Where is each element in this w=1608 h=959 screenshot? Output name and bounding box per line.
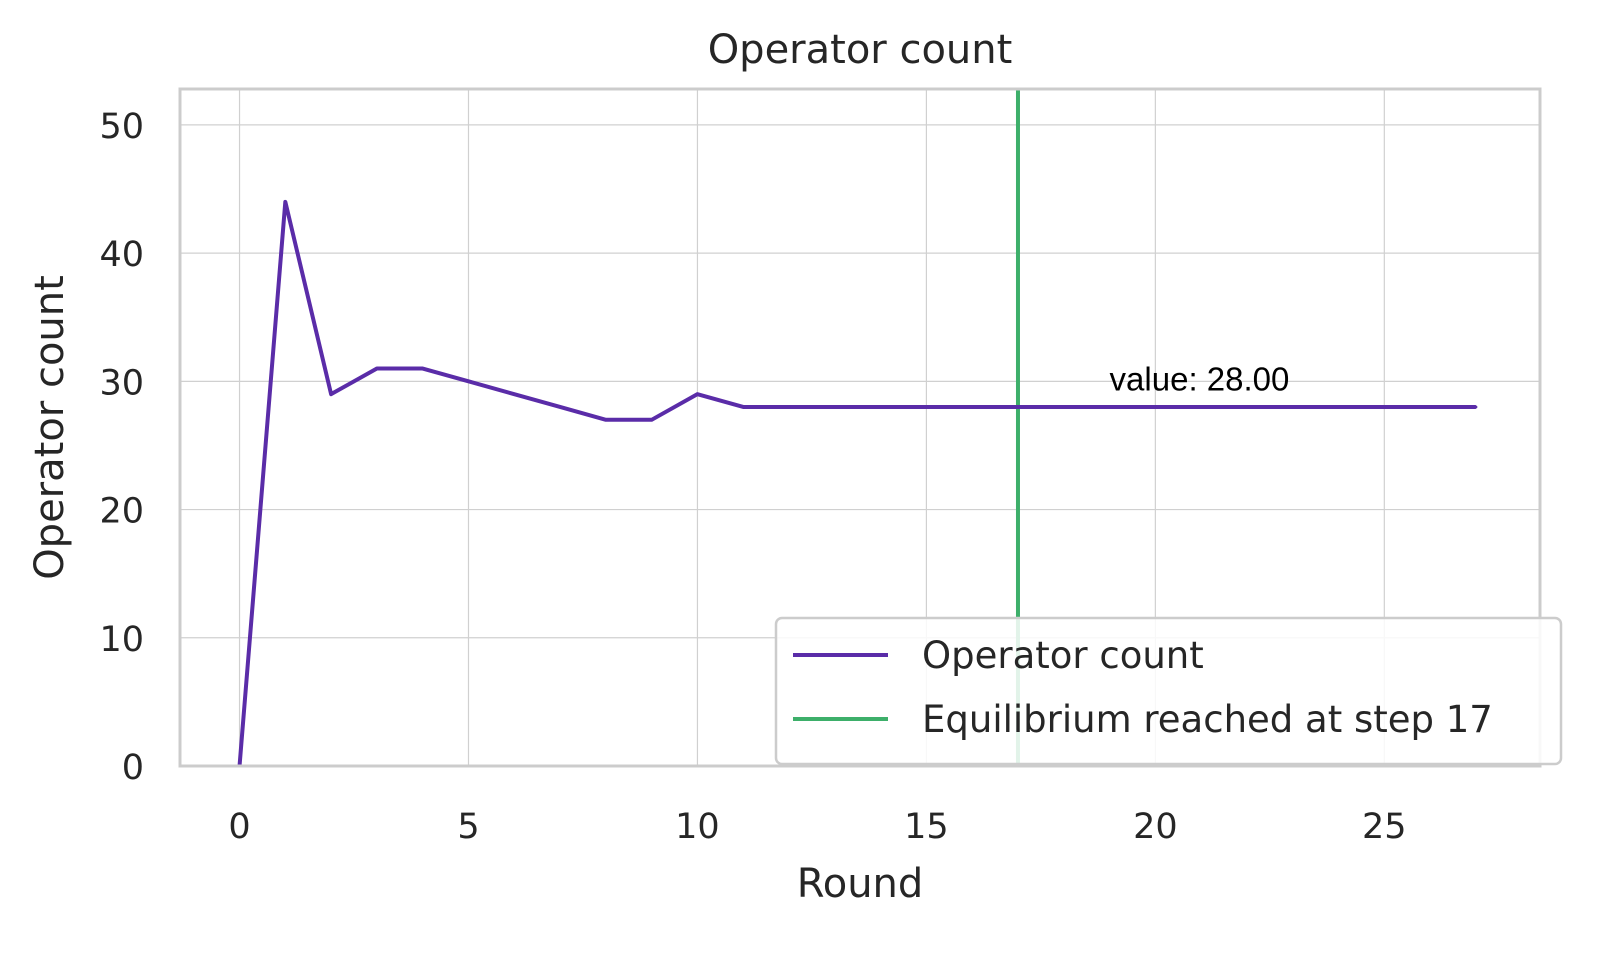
- annotation-layer: value: 28.00: [1110, 360, 1290, 397]
- data-point: [970, 405, 974, 409]
- data-point: [1337, 405, 1341, 409]
- data-point: [375, 367, 379, 371]
- x-axis-label: Round: [797, 861, 924, 907]
- data-point: [879, 405, 883, 409]
- x-tick-label: 0: [228, 807, 250, 847]
- y-tick-label: 20: [99, 492, 144, 532]
- x-tick-label: 15: [904, 807, 949, 847]
- data-point: [650, 418, 654, 422]
- data-point: [741, 405, 745, 409]
- data-point: [924, 405, 928, 409]
- y-tick-labels: 0 10 20 30 40 50: [99, 107, 144, 788]
- legend-label-equilibrium: Equilibrium reached at step 17: [922, 698, 1493, 741]
- data-point: [787, 405, 791, 409]
- x-tick-label: 25: [1362, 807, 1407, 847]
- data-point: [466, 379, 470, 383]
- data-point: [421, 367, 425, 371]
- data-point: [1062, 405, 1066, 409]
- data-point: [283, 200, 287, 204]
- data-point: [512, 392, 516, 396]
- data-point: [1474, 405, 1478, 409]
- legend-box: [774, 616, 1563, 766]
- y-tick-label: 0: [122, 748, 144, 788]
- series-layer: [237, 199, 1478, 768]
- data-point: [1016, 405, 1020, 409]
- data-point: [1291, 405, 1295, 409]
- data-point: [1153, 405, 1157, 409]
- value-annotation: value: 28.00: [1110, 360, 1290, 397]
- data-point: [1428, 405, 1432, 409]
- data-point: [833, 405, 837, 409]
- plot-frame: [178, 87, 1542, 768]
- series-line-operator-count: [237, 199, 1476, 767]
- chart-title: Operator count: [708, 27, 1013, 73]
- y-tick-label: 40: [99, 235, 144, 275]
- x-tick-label: 10: [675, 807, 720, 847]
- data-point: [1199, 405, 1203, 409]
- y-axis-label: Operator count: [27, 275, 73, 580]
- y-tick-label: 10: [99, 620, 144, 660]
- x-tick-label: 5: [457, 807, 479, 847]
- data-point: [329, 392, 333, 396]
- x-tick-label: 20: [1133, 807, 1178, 847]
- data-point: [558, 405, 562, 409]
- legend-label-operator-count: Operator count: [922, 634, 1204, 677]
- data-point: [1382, 405, 1386, 409]
- y-tick-label: 50: [99, 107, 144, 147]
- data-point: [604, 418, 608, 422]
- legend: Operator count Equilibrium reached at st…: [774, 616, 1563, 766]
- x-tick-labels: 0 5 10 15 20 25: [228, 807, 1406, 847]
- data-point: [1108, 405, 1112, 409]
- y-tick-label: 30: [99, 363, 144, 403]
- data-point: [695, 392, 699, 396]
- data-point: [1245, 405, 1249, 409]
